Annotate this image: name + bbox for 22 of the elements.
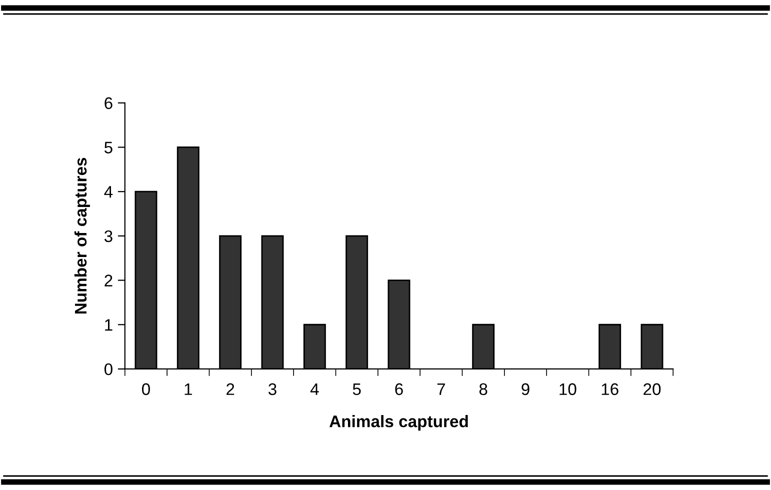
x-tick-label: 9: [522, 383, 530, 396]
y-tick-label: 5: [104, 142, 112, 154]
x-tick-label: 1: [184, 383, 192, 395]
x-axis-title: Animals captured: [329, 415, 468, 431]
x-tick-label: 4: [310, 383, 319, 395]
y-tick-label: 0: [104, 363, 112, 376]
x-tick-label: 8: [479, 383, 488, 396]
y-tick-label: 6: [104, 97, 112, 110]
y-tick-label: 4: [104, 186, 113, 198]
x-tick-label: 20: [644, 383, 661, 396]
y-tick-label: 1: [105, 319, 112, 331]
x-tick-label: 16: [602, 383, 618, 396]
x-tick-label: 0: [142, 383, 150, 396]
x-tick-label: 6: [395, 383, 403, 396]
y-tick-label: 2: [104, 274, 112, 286]
x-tick-label: 5: [352, 383, 361, 396]
x-tick-label: 10: [560, 383, 576, 396]
x-tick-label: 3: [268, 383, 276, 396]
x-tick-label: 2: [226, 383, 234, 395]
y-tick-label: 3: [104, 230, 112, 242]
y-axis-title: Number of captures: [74, 158, 90, 314]
x-tick-label: 7: [437, 383, 445, 395]
